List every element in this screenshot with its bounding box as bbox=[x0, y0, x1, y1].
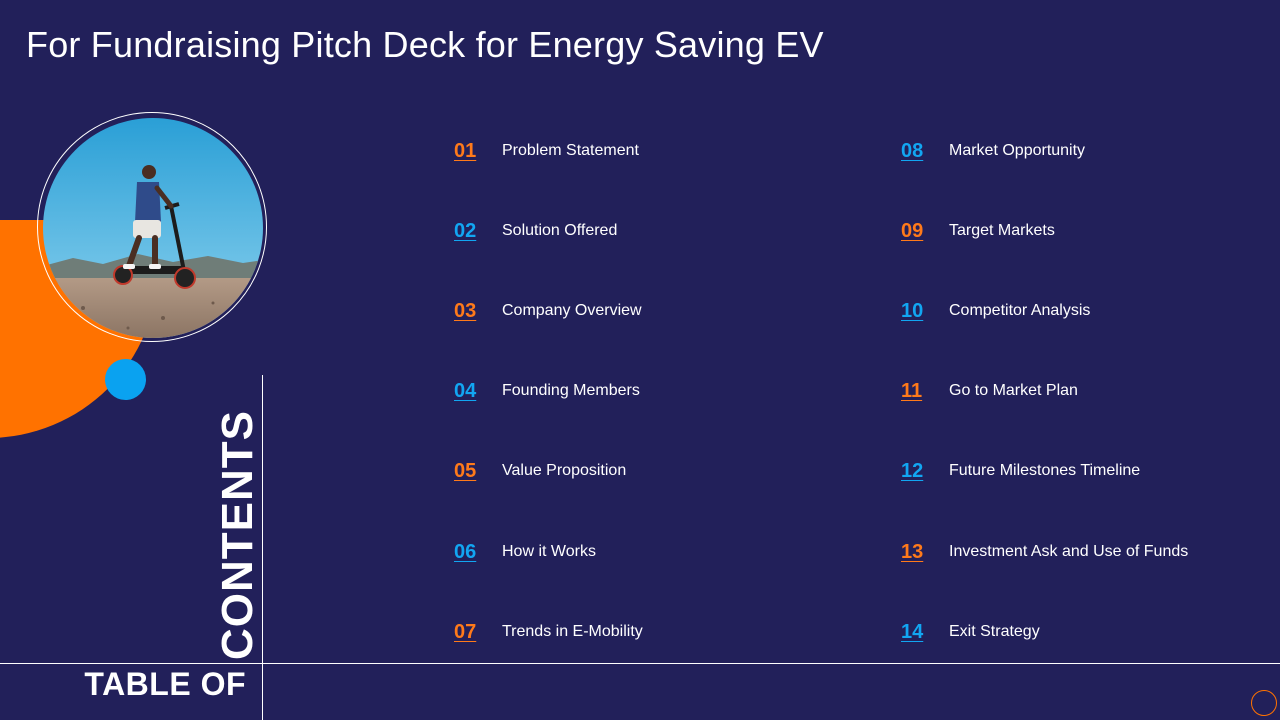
toc-number: 08 bbox=[901, 139, 924, 162]
toc-label: Solution Offered bbox=[502, 222, 618, 239]
blue-decorative-dot bbox=[105, 359, 146, 400]
toc-label: Future Milestones Timeline bbox=[949, 462, 1141, 479]
toc-number: 10 bbox=[901, 299, 924, 322]
corner-circle-icon bbox=[1251, 690, 1277, 716]
toc-item[interactable]: 11 Go to Market Plan bbox=[901, 378, 1078, 404]
toc-label: Founding Members bbox=[502, 382, 640, 399]
horizontal-divider bbox=[0, 663, 1280, 664]
toc-number: 06 bbox=[454, 540, 477, 563]
toc-item[interactable]: 10 Competitor Analysis bbox=[901, 298, 1090, 324]
toc-item[interactable]: 13 Investment Ask and Use of Funds bbox=[901, 539, 1188, 565]
toc-label: Target Markets bbox=[949, 222, 1055, 239]
toc-item[interactable]: 01 Problem Statement bbox=[454, 138, 639, 164]
toc-item[interactable]: 12 Future Milestones Timeline bbox=[901, 458, 1140, 484]
toc-item[interactable]: 05 Value Proposition bbox=[454, 458, 626, 484]
toc-label: Company Overview bbox=[502, 302, 642, 319]
toc-number: 13 bbox=[901, 540, 924, 563]
toc-label: Trends in E-Mobility bbox=[502, 623, 643, 640]
toc-number: 14 bbox=[901, 620, 924, 643]
toc-item[interactable]: 03 Company Overview bbox=[454, 298, 642, 324]
toc-label: Market Opportunity bbox=[949, 142, 1086, 159]
toc-number: 02 bbox=[454, 219, 477, 242]
table-of-heading: TABLE OF bbox=[84, 666, 246, 702]
toc-item[interactable]: 07 Trends in E-Mobility bbox=[454, 619, 643, 645]
toc-label: Competitor Analysis bbox=[949, 302, 1091, 319]
toc-label: Exit Strategy bbox=[949, 623, 1040, 640]
photo-ring bbox=[37, 112, 267, 342]
toc-label: Go to Market Plan bbox=[949, 382, 1078, 399]
toc-item[interactable]: 02 Solution Offered bbox=[454, 218, 617, 244]
slide-title: For Fundraising Pitch Deck for Energy Sa… bbox=[26, 24, 824, 65]
scooter-photo bbox=[43, 118, 263, 338]
toc-number: 07 bbox=[454, 620, 477, 643]
toc-number: 01 bbox=[454, 139, 477, 162]
toc-item[interactable]: 09 Target Markets bbox=[901, 218, 1055, 244]
toc-item[interactable]: 14 Exit Strategy bbox=[901, 619, 1040, 645]
toc-item[interactable]: 04 Founding Members bbox=[454, 378, 640, 404]
toc-number: 05 bbox=[454, 459, 477, 482]
vertical-divider bbox=[262, 375, 263, 720]
toc-label: Value Proposition bbox=[502, 462, 627, 479]
toc-item[interactable]: 06 How it Works bbox=[454, 539, 596, 565]
toc-number: 03 bbox=[454, 299, 477, 322]
toc-number: 04 bbox=[454, 379, 477, 402]
toc-item[interactable]: 08 Market Opportunity bbox=[901, 138, 1085, 164]
toc-number: 12 bbox=[901, 459, 924, 482]
toc-number: 11 bbox=[901, 379, 923, 402]
toc-number: 09 bbox=[901, 219, 924, 242]
toc-label: Investment Ask and Use of Funds bbox=[949, 543, 1189, 560]
contents-heading: CONTENTS bbox=[213, 410, 262, 660]
toc-label: Problem Statement bbox=[502, 142, 639, 159]
toc-label: How it Works bbox=[502, 543, 596, 560]
